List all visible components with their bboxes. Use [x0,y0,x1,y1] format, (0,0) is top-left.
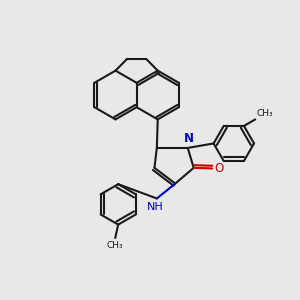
Text: O: O [214,162,223,175]
Text: CH₃: CH₃ [256,109,273,118]
Text: CH₃: CH₃ [107,241,124,250]
Text: NH: NH [147,202,164,212]
Text: N: N [184,132,194,145]
